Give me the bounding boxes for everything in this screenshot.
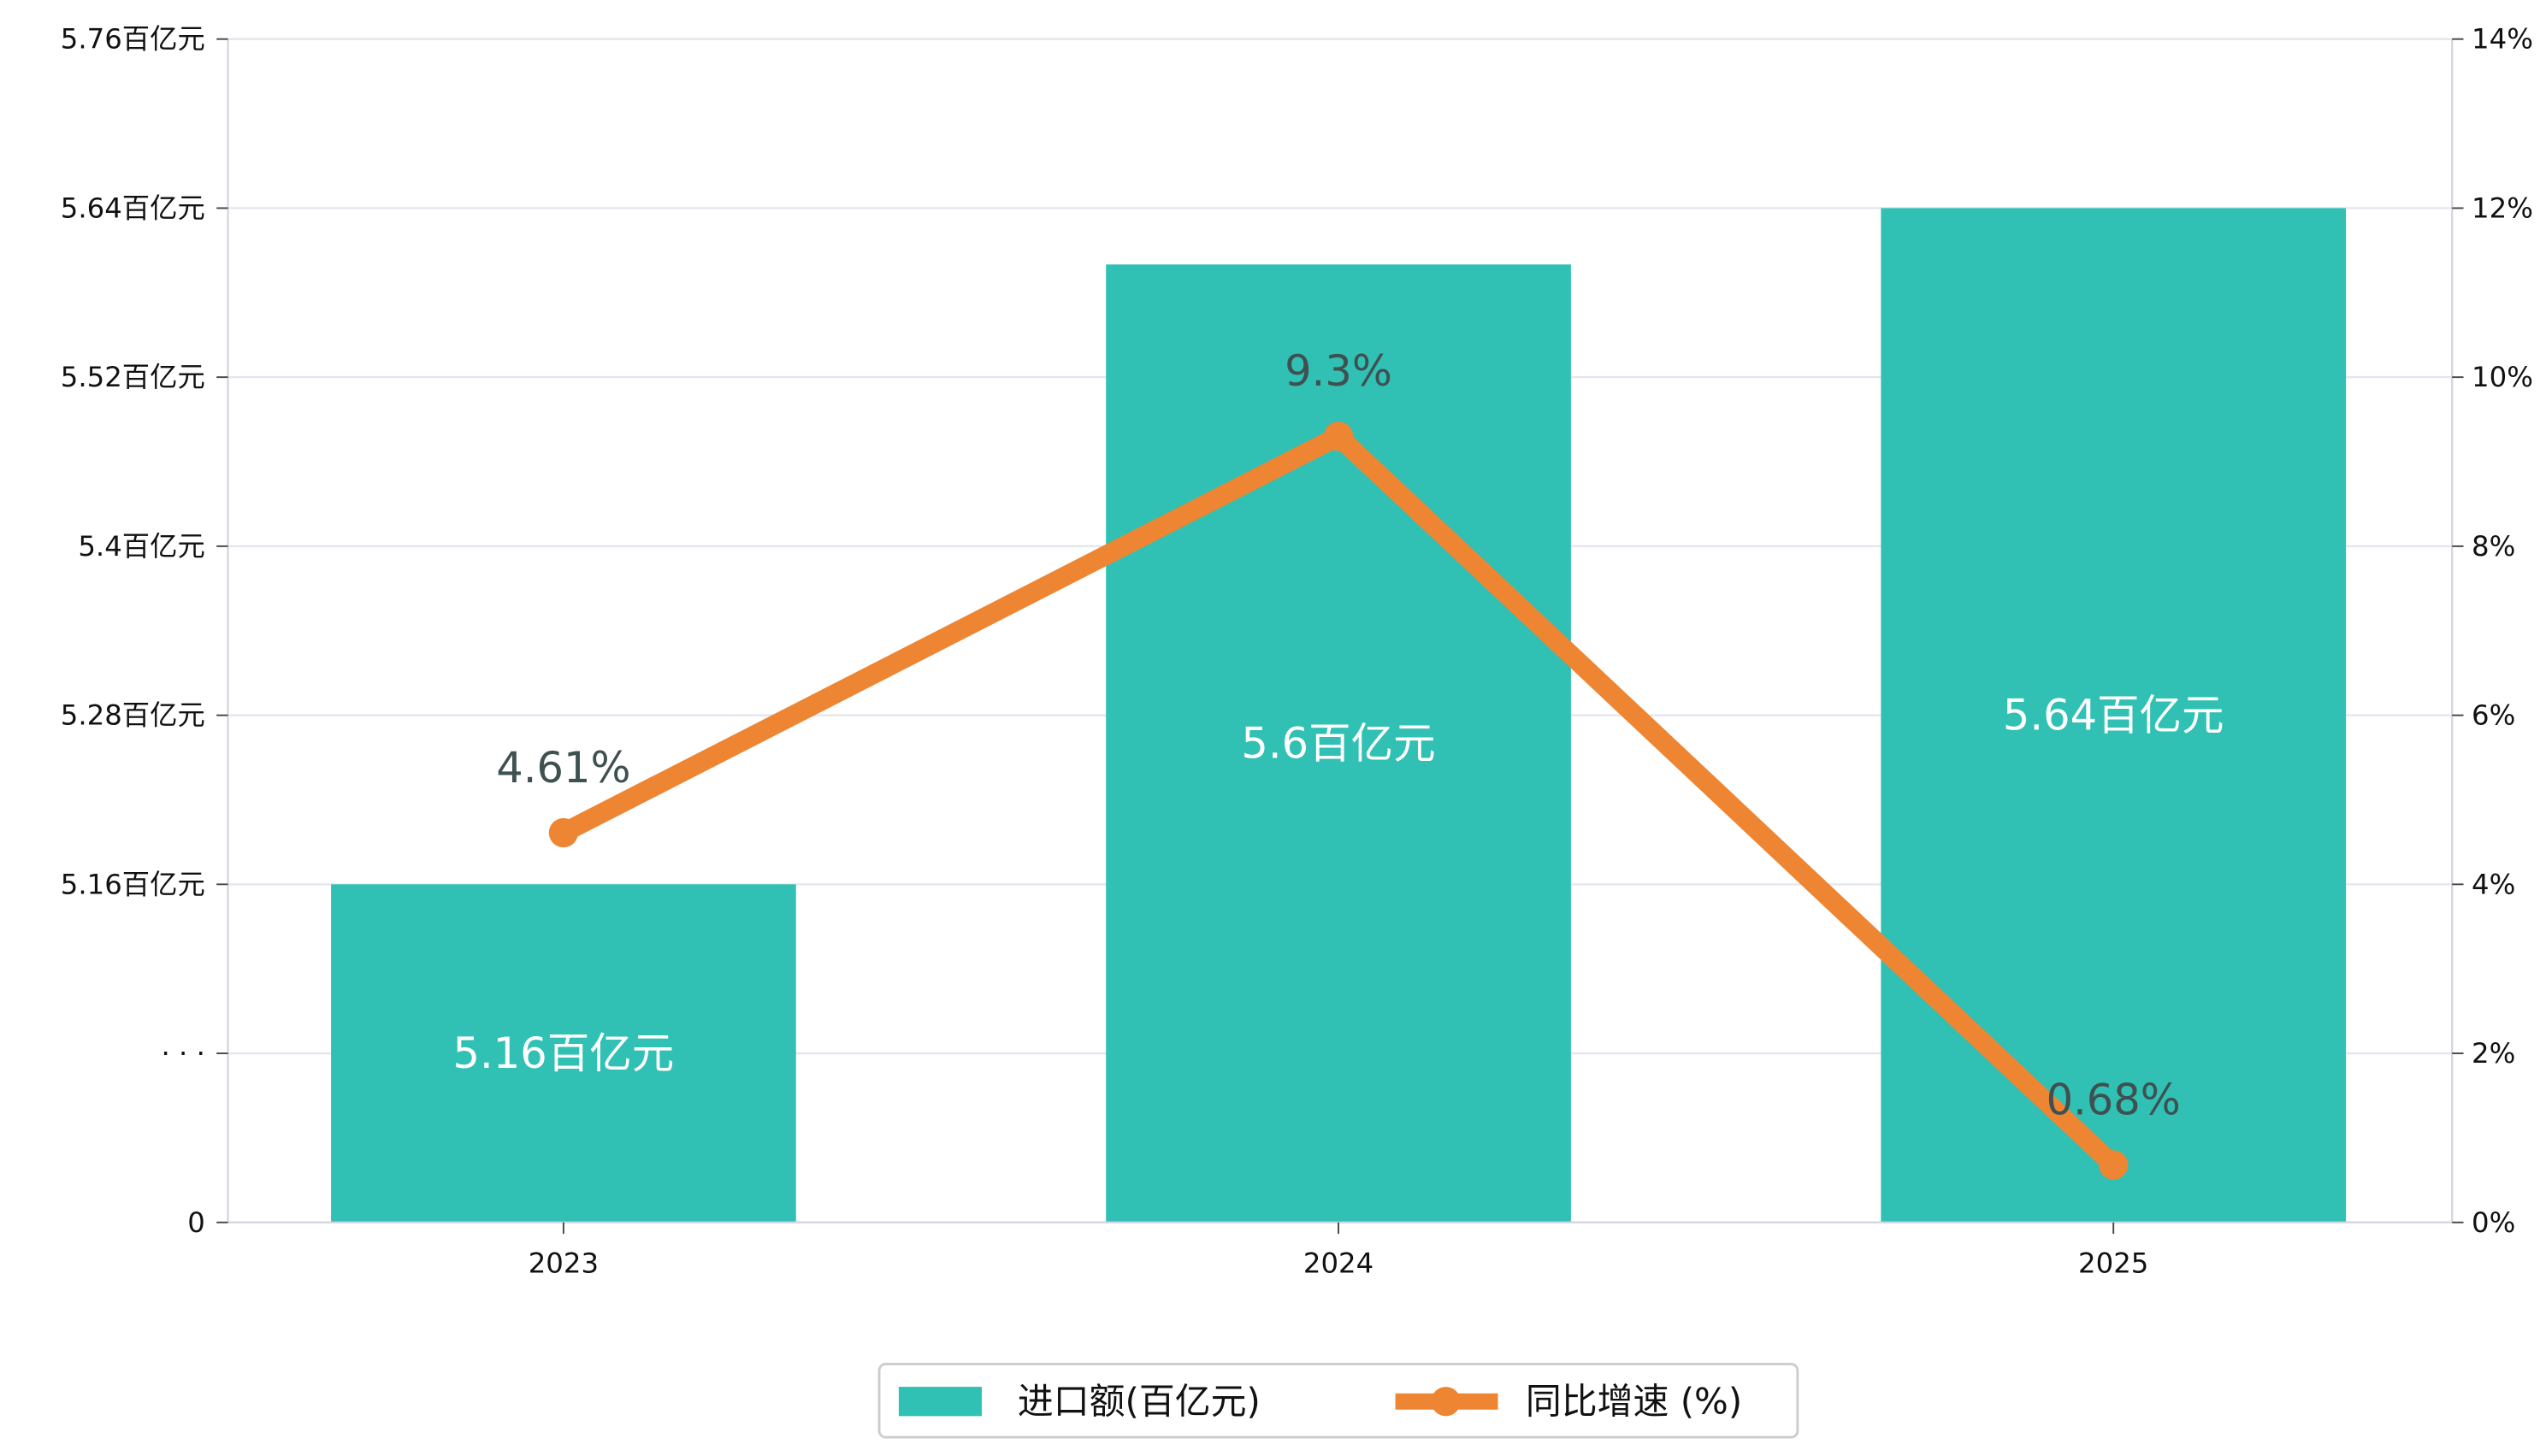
y-left-tick-label: 5.76百亿元 <box>61 23 205 56</box>
y-left-tick-label: 5.52百亿元 <box>61 361 205 393</box>
bar-series <box>331 208 2347 1223</box>
axes-spines <box>227 38 2454 1223</box>
y-left-tick-label: 5.16百亿元 <box>61 868 205 900</box>
y-right-tick-label: 10% <box>2472 361 2533 393</box>
bar-value-label-2025: 5.64百亿元 <box>2003 691 2224 740</box>
x-tick-label-2023: 2023 <box>529 1247 599 1279</box>
legend-frame <box>877 1362 1799 1439</box>
bar-value-label-2023: 5.16百亿元 <box>453 1029 675 1078</box>
y-left-tick-label: 5.4百亿元 <box>78 530 205 563</box>
y-right-tick-label: 0% <box>2472 1206 2515 1239</box>
legend-swatch-import-amount <box>898 1387 983 1417</box>
y-right-tick-label: 2% <box>2472 1037 2515 1070</box>
y-right-tick-label: 8% <box>2472 530 2515 563</box>
legend-label-growth-rate: 同比增速 (%) <box>1526 1381 1742 1423</box>
y-right-tick-label: 14% <box>2472 23 2533 56</box>
bar-value-label-2024: 5.6百亿元 <box>1241 719 1435 769</box>
y-right-tick-label: 12% <box>2472 192 2533 224</box>
bar-2023 <box>331 884 796 1223</box>
legend: 进口额(百亿元) 同比增速 (%) <box>877 1362 1799 1439</box>
growth-rate-point-2023 <box>548 817 579 848</box>
x-tick-label-2025: 2025 <box>2078 1247 2148 1279</box>
legend-swatch-growth-marker <box>1431 1387 1461 1417</box>
growth-rate-label-2025: 0.68% <box>2047 1075 2181 1124</box>
growth-rate-label-2023: 4.61% <box>496 743 630 793</box>
legend-label-import-amount: 进口额(百亿元) <box>1018 1381 1261 1423</box>
line-series <box>548 421 2129 1180</box>
growth-rate-label-2024: 9.3% <box>1285 346 1392 396</box>
axes-ticks: 0 · · · 5.16百亿元 5.28百亿元 5.4百亿元 5.52百亿元 5.64百亿元… <box>61 23 2533 1280</box>
y-right-tick-label: 6% <box>2472 699 2515 732</box>
y-left-tick-label: 5.28百亿元 <box>61 699 205 732</box>
y-left-tick-label: 0 <box>187 1206 205 1239</box>
y-left-tick-label: · · · <box>161 1037 204 1070</box>
y-left-tick-label: 5.64百亿元 <box>61 192 205 224</box>
growth-rate-point-2024 <box>1323 421 1354 451</box>
bar-2025 <box>1881 208 2347 1223</box>
growth-rate-point-2025 <box>2099 1150 2129 1180</box>
data-labels: 5.16百亿元 5.6百亿元 5.64百亿元 4.61% 9.3% 0.68% <box>453 346 2224 1124</box>
x-tick-label-2024: 2024 <box>1303 1247 1373 1279</box>
y-right-tick-label: 4% <box>2472 868 2515 900</box>
